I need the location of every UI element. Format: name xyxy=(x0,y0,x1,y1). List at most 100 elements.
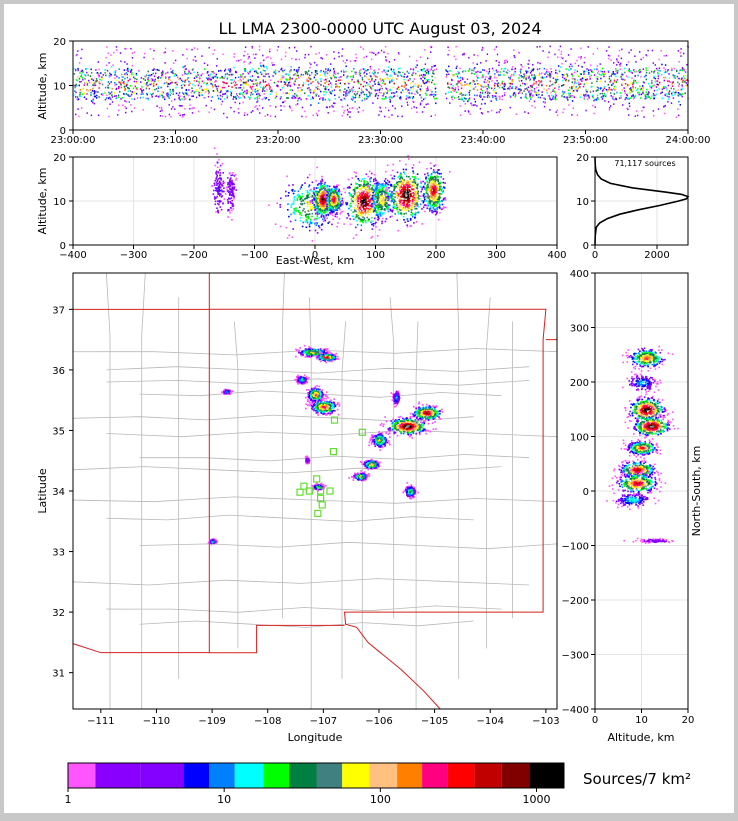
time-height-source xyxy=(544,102,545,104)
time-height-source xyxy=(545,98,546,100)
time-height-source xyxy=(582,77,583,79)
time-height-source xyxy=(482,90,483,92)
time-height-source xyxy=(389,82,390,84)
time-height-source xyxy=(512,83,513,85)
time-height-source xyxy=(684,81,685,83)
time-height-source xyxy=(148,80,149,82)
time-height-source xyxy=(182,84,183,86)
time-height-source xyxy=(216,76,217,78)
time-height-source xyxy=(653,62,654,64)
time-height-source xyxy=(285,73,286,75)
east-west-source xyxy=(349,205,351,207)
east-west-source xyxy=(219,182,221,184)
east-west-source xyxy=(228,198,230,200)
time-height-source xyxy=(275,73,276,75)
time-height-source xyxy=(377,76,378,78)
time-height-source xyxy=(217,90,218,92)
time-height-source xyxy=(370,93,371,95)
time-height-source xyxy=(413,96,414,98)
time-height-source xyxy=(343,71,344,73)
time-height-source xyxy=(435,91,436,93)
time-height-source xyxy=(680,48,681,50)
time-height-source xyxy=(637,75,638,77)
time-height-source xyxy=(509,71,510,73)
time-height-source xyxy=(512,81,513,83)
east-west-source xyxy=(355,227,357,229)
east-west-source xyxy=(216,182,218,184)
time-height-source xyxy=(594,74,595,76)
east-west-source xyxy=(306,214,308,216)
time-height-source xyxy=(80,81,81,83)
time-height-source xyxy=(366,73,367,75)
time-height-source xyxy=(130,48,131,50)
time-height-source xyxy=(388,78,389,80)
time-height-source xyxy=(97,91,98,93)
time-height-source xyxy=(375,79,376,81)
time-height-source xyxy=(199,95,200,97)
time-height-source xyxy=(192,90,193,92)
time-height-source xyxy=(292,95,293,97)
east-west-source xyxy=(321,176,323,178)
time-height-source xyxy=(580,58,581,60)
east-west-source xyxy=(212,185,214,187)
east-west-source xyxy=(373,223,375,225)
time-height-source xyxy=(86,93,87,95)
time-height-source xyxy=(644,76,645,78)
east-west-source xyxy=(224,198,226,200)
time-height-source xyxy=(485,79,486,81)
time-height-source xyxy=(526,75,527,77)
east-west-source xyxy=(342,202,344,204)
time-height-source xyxy=(351,71,352,73)
time-height-source xyxy=(133,77,134,79)
time-height-source xyxy=(206,105,207,107)
time-height-source xyxy=(238,77,239,79)
time-height-source xyxy=(539,63,540,65)
time-height-source xyxy=(456,67,457,69)
time-height-source xyxy=(624,72,625,74)
time-height-source xyxy=(558,86,559,88)
time-height-source xyxy=(342,48,343,50)
time-height-source xyxy=(188,95,189,97)
time-height-source xyxy=(640,97,641,99)
time-height-source xyxy=(555,72,556,74)
east-west-source xyxy=(309,193,311,195)
time-height-source xyxy=(587,95,588,97)
time-height-source xyxy=(317,73,318,75)
time-height-source xyxy=(244,76,245,78)
time-height-source xyxy=(477,71,478,73)
time-height-source xyxy=(243,95,244,97)
time-height-source xyxy=(647,50,648,52)
east-west-source xyxy=(333,196,335,198)
time-height-source xyxy=(482,48,483,50)
time-height-source xyxy=(650,98,651,100)
time-height-source xyxy=(86,89,87,91)
east-west-source xyxy=(216,196,218,198)
time-height-source xyxy=(382,71,383,73)
time-height-source xyxy=(288,97,289,99)
time-height-source xyxy=(355,54,356,56)
time-height-source xyxy=(136,74,137,76)
time-height-source xyxy=(503,74,504,76)
time-height-source xyxy=(632,84,633,86)
east-west-source xyxy=(213,190,215,192)
time-height-source xyxy=(353,75,354,77)
east-west-source xyxy=(318,187,320,189)
time-height-source xyxy=(269,88,270,90)
time-height-source xyxy=(120,84,121,86)
time-height-source xyxy=(242,73,243,75)
time-height-source xyxy=(214,49,215,51)
time-height-source xyxy=(106,97,107,99)
time-height-source xyxy=(189,104,190,106)
time-height-source xyxy=(168,79,169,81)
time-height-source xyxy=(406,98,407,100)
time-height-source xyxy=(180,78,181,80)
time-height-source xyxy=(98,74,99,76)
time-height-source xyxy=(335,73,336,75)
time-height-source xyxy=(222,94,223,96)
time-height-source xyxy=(202,81,203,83)
time-height-source xyxy=(254,57,255,59)
east-west-source xyxy=(308,192,310,194)
time-height-source xyxy=(350,76,351,78)
time-height-source xyxy=(308,84,309,86)
time-height-source xyxy=(300,90,301,92)
